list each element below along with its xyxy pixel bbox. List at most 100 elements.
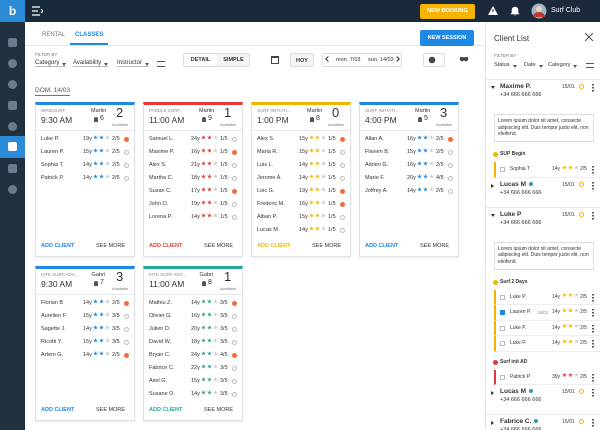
- checkbox[interactable]: [500, 341, 505, 346]
- status-indicator[interactable]: [448, 175, 453, 181]
- tab-active[interactable]: CLASSES: [75, 32, 104, 38]
- status-indicator[interactable]: [232, 162, 237, 168]
- more-menu[interactable]: [592, 181, 594, 190]
- status-indicator[interactable]: [232, 175, 237, 181]
- new-session-button[interactable]: NEW SESSION: [420, 30, 474, 46]
- checkbox[interactable]: [500, 294, 505, 300]
- nav-icon[interactable]: [8, 38, 17, 47]
- more-menu[interactable]: [592, 389, 594, 397]
- status-indicator[interactable]: [340, 175, 345, 181]
- filter-dropdown[interactable]: Instructor: [117, 60, 150, 67]
- status-indicator[interactable]: [124, 175, 129, 181]
- status-indicator[interactable]: [232, 391, 237, 397]
- nav-icon[interactable]: [8, 185, 17, 194]
- checkbox[interactable]: [500, 325, 505, 331]
- status-indicator[interactable]: [340, 188, 345, 194]
- avatar[interactable]: [531, 3, 547, 19]
- client-item[interactable]: Lucas M +34 666 666 666 15/01: [486, 385, 600, 415]
- status-indicator[interactable]: [124, 149, 129, 155]
- status-indicator[interactable]: [232, 313, 237, 319]
- see-more-link[interactable]: SEE MORE: [420, 243, 450, 249]
- status-indicator[interactable]: [232, 300, 237, 306]
- status-indicator[interactable]: [232, 326, 237, 332]
- next-button[interactable]: [394, 56, 400, 62]
- filter-dropdown[interactable]: Category: [35, 60, 67, 67]
- client-item[interactable]: Fabrice C. +34 666 666 666 15/01: [486, 415, 600, 430]
- more-menu[interactable]: [592, 211, 594, 220]
- checkbox[interactable]: [500, 310, 505, 315]
- add-client-link[interactable]: ADD CLIENT: [41, 243, 75, 249]
- status-indicator[interactable]: [448, 188, 453, 194]
- status-indicator[interactable]: [340, 227, 345, 233]
- add-client-link[interactable]: ADD CLIENT: [149, 243, 183, 249]
- status-indicator[interactable]: [124, 326, 129, 332]
- see-more-link[interactable]: SEE MORE: [96, 407, 126, 413]
- filter-icon[interactable]: [157, 61, 165, 67]
- view-detail[interactable]: DETAIL: [184, 54, 217, 66]
- nav-icon[interactable]: [8, 122, 17, 131]
- prev-button[interactable]: [325, 56, 331, 62]
- more-menu[interactable]: [592, 84, 594, 92]
- status-indicator[interactable]: [124, 136, 129, 142]
- status-indicator[interactable]: [124, 300, 129, 306]
- status-indicator[interactable]: [340, 214, 345, 220]
- menu-icon[interactable]: [32, 6, 43, 16]
- see-more-link[interactable]: SEE MORE: [312, 243, 342, 249]
- more-menu[interactable]: [592, 293, 594, 302]
- user-name[interactable]: Surf Club: [551, 7, 581, 14]
- close-button[interactable]: [585, 33, 593, 41]
- status-indicator[interactable]: [232, 378, 237, 384]
- warning-icon[interactable]: [488, 6, 498, 16]
- see-more-link[interactable]: SEE MORE: [204, 407, 234, 413]
- add-client-link[interactable]: ADD CLIENT: [149, 407, 183, 413]
- checkbox[interactable]: [500, 167, 505, 172]
- status-indicator[interactable]: [232, 365, 237, 371]
- new-booking-button[interactable]: NEW BOOKING: [420, 4, 475, 19]
- status-indicator[interactable]: [232, 136, 237, 142]
- filter-dropdown[interactable]: Status: [494, 62, 517, 68]
- status-indicator[interactable]: [232, 149, 237, 155]
- filter-dropdown[interactable]: Date: [524, 62, 543, 68]
- tab[interactable]: RENTAL: [42, 32, 66, 38]
- status-indicator[interactable]: [232, 339, 237, 345]
- more-menu[interactable]: [592, 166, 594, 174]
- settings-button[interactable]: [423, 53, 445, 67]
- nav-icon[interactable]: [8, 101, 17, 110]
- more-menu[interactable]: [592, 373, 594, 382]
- filter-dropdown[interactable]: Category: [548, 62, 578, 68]
- client-item[interactable]: Lucas M +34 666 666 666 15/01: [486, 178, 600, 208]
- status-indicator[interactable]: [340, 201, 345, 207]
- add-client-link[interactable]: ADD CLIENT: [365, 243, 399, 249]
- nav-icon[interactable]: [8, 59, 17, 68]
- status-indicator[interactable]: [448, 136, 453, 142]
- add-client-link[interactable]: ADD CLIENT: [41, 407, 75, 413]
- logo[interactable]: b: [0, 0, 25, 22]
- calendar-icon[interactable]: [271, 56, 279, 64]
- filter-icon[interactable]: [586, 63, 594, 68]
- status-indicator[interactable]: [124, 339, 129, 345]
- people-icon[interactable]: [459, 57, 469, 63]
- status-indicator[interactable]: [448, 162, 453, 168]
- status-indicator[interactable]: [232, 214, 237, 220]
- checkbox[interactable]: [500, 374, 505, 380]
- client-item[interactable]: Luke P +34 666 666 666 15/01: [486, 208, 600, 238]
- see-more-link[interactable]: SEE MORE: [96, 243, 126, 249]
- more-menu[interactable]: [592, 419, 594, 427]
- status-indicator[interactable]: [340, 136, 345, 142]
- nav-icon[interactable]: [8, 80, 17, 89]
- bell-icon[interactable]: [510, 6, 520, 16]
- filter-dropdown[interactable]: Availability: [73, 60, 109, 67]
- nav-icon[interactable]: [8, 164, 17, 173]
- day-label[interactable]: DOM. 14/03: [35, 87, 71, 96]
- status-indicator[interactable]: [124, 352, 129, 358]
- see-more-link[interactable]: SEE MORE: [204, 243, 234, 249]
- status-indicator[interactable]: [124, 162, 129, 168]
- status-indicator[interactable]: [340, 149, 345, 155]
- today-button[interactable]: HOY: [290, 53, 314, 67]
- status-indicator[interactable]: [124, 313, 129, 319]
- add-client-link[interactable]: ADD CLIENT: [257, 243, 291, 249]
- status-indicator[interactable]: [232, 352, 237, 358]
- more-menu[interactable]: [592, 340, 594, 348]
- status-indicator[interactable]: [448, 149, 453, 155]
- client-item[interactable]: Maxime P. +34 666 666 666 15/01: [486, 80, 600, 110]
